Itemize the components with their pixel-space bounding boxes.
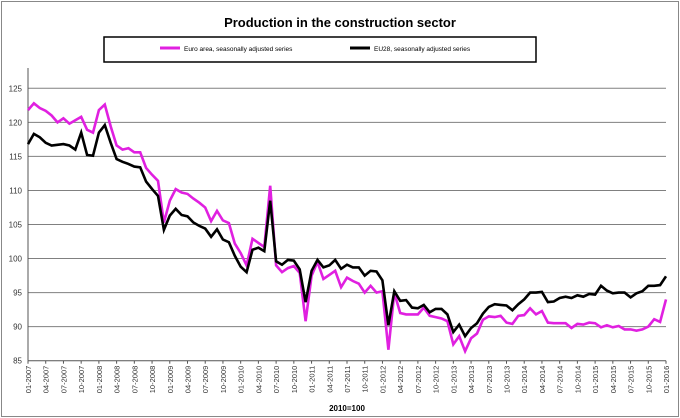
x-tick-label: 07-2011 [343, 366, 352, 393]
y-tick-label: 105 [9, 221, 23, 230]
x-tick-label: 01-2007 [24, 366, 33, 394]
x-tick-label: 04-2011 [325, 366, 334, 393]
x-tick-label: 10-2013 [503, 366, 512, 394]
x-tick-label: 07-2015 [627, 366, 636, 394]
chart-title: Production in the construction sector [224, 15, 456, 30]
x-tick-label: 10-2014 [573, 366, 582, 394]
x-tick-label: 07-2013 [485, 366, 494, 394]
x-tick-label: 04-2013 [467, 366, 476, 394]
y-tick-label: 125 [9, 84, 23, 93]
x-tick-label: 01-2016 [662, 366, 671, 394]
x-tick-label: 01-2011 [308, 366, 317, 393]
x-tick-label: 10-2010 [290, 366, 299, 394]
x-tick-label: 04-2015 [609, 366, 618, 394]
x-tick-label: 04-2009 [184, 366, 193, 394]
x-tick-label: 01-2015 [591, 366, 600, 394]
x-tick-label: 07-2009 [201, 366, 210, 394]
y-tick-label: 100 [9, 255, 23, 264]
y-tick-label: 85 [13, 357, 22, 366]
x-axis-label: 2010=100 [329, 404, 365, 413]
x-tick-label: 10-2015 [644, 366, 653, 394]
legend-label-eu28: EU28, seasonally adjusted series [374, 46, 471, 53]
x-tick-label: 01-2010 [237, 366, 246, 394]
x-tick-label: 10-2012 [432, 366, 441, 394]
x-tick-label: 04-2014 [538, 366, 547, 394]
series-line-euro-area [27, 101, 668, 355]
x-tick-label: 10-2009 [219, 366, 228, 394]
legend-label-euro-area: Euro area, seasonally adjusted series [184, 46, 293, 53]
series-line-eu28 [26, 122, 668, 339]
x-tick-label: 07-2007 [59, 366, 68, 394]
x-tick-label: 04-2008 [113, 366, 122, 394]
y-tick-label: 120 [9, 118, 23, 127]
x-tick-label: 04-2007 [42, 366, 51, 394]
x-tick-label: 10-2007 [77, 366, 86, 394]
x-tick-label: 04-2012 [396, 366, 405, 394]
x-tick-label: 07-2012 [414, 366, 423, 394]
y-tick-label: 90 [13, 323, 22, 332]
x-tick-label: 01-2012 [378, 366, 387, 394]
y-tick-label: 95 [13, 289, 22, 298]
x-tick-label: 07-2010 [272, 366, 281, 394]
x-tick-label: 01-2008 [95, 366, 104, 394]
x-tick-label: 10-2008 [148, 366, 157, 394]
y-tick-label: 115 [9, 152, 22, 161]
x-tick-label: 07-2014 [556, 366, 565, 394]
x-tick-label: 04-2010 [254, 366, 263, 394]
x-tick-label: 07-2008 [130, 366, 139, 394]
x-tick-label: 01-2009 [166, 366, 175, 394]
x-tick-label: 01-2014 [520, 366, 529, 394]
y-tick-label: 110 [9, 186, 22, 195]
legend: Euro area, seasonally adjusted series EU… [103, 36, 537, 63]
x-tick-label: 10-2011 [361, 366, 370, 393]
x-tick-label: 01-2013 [449, 366, 458, 394]
